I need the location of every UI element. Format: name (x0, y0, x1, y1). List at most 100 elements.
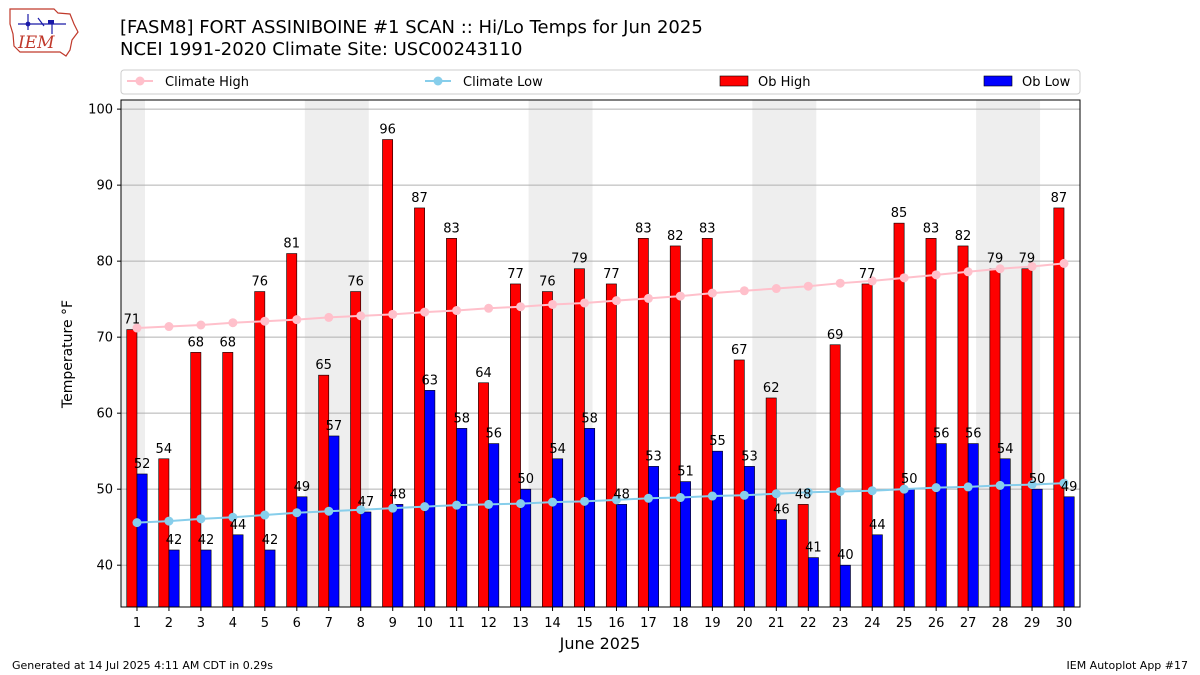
climate-high-point (452, 306, 462, 316)
ob-high-label: 79 (987, 252, 1004, 267)
ob-low-bar (871, 534, 883, 608)
ob-high-bar (733, 359, 745, 608)
plot-frame (120, 99, 1081, 608)
climate-high-point (739, 286, 749, 296)
x-tick-label: 17 (640, 616, 657, 631)
ob-low-label: 57 (326, 419, 343, 434)
ob-high-label: 68 (188, 335, 205, 350)
y-tick-label: 100 (88, 103, 113, 118)
climate-low-point (484, 499, 494, 509)
ob-low-label: 53 (645, 449, 662, 464)
ob-low-label: 56 (965, 427, 982, 442)
ob-high-label: 69 (827, 328, 844, 343)
climate-high-line (136, 262, 1065, 330)
x-tick-label: 15 (576, 616, 593, 631)
climate-high-point (995, 264, 1005, 274)
ob-high-bar (1053, 207, 1065, 608)
ob-low-label: 50 (901, 472, 918, 487)
y-tick-label: 60 (96, 407, 113, 422)
x-tick-label: 10 (416, 616, 433, 631)
climate-high-point (963, 267, 973, 277)
climate-high-point (356, 311, 366, 321)
climate-low-point (420, 502, 430, 512)
ob-low-bar (903, 488, 915, 608)
climate-low-point (611, 495, 621, 505)
ob-high-bar (605, 283, 617, 608)
ob-high-label: 77 (507, 267, 524, 282)
ob-high-bar (829, 344, 841, 608)
climate-low-point (516, 499, 526, 509)
ob-high-label: 65 (315, 358, 332, 373)
ob-low-label: 58 (453, 411, 470, 426)
climate-low-point (1059, 478, 1069, 488)
ob-low-bar (232, 534, 244, 608)
ob-low-bar (136, 473, 148, 608)
ob-low-bar (839, 564, 851, 608)
ob-low-legend-label: Ob Low (1022, 75, 1071, 90)
ob-low-label: 52 (134, 457, 151, 472)
x-tick-label: 29 (1024, 616, 1041, 631)
climate-high-point (899, 273, 909, 283)
ob-low-label: 51 (677, 465, 694, 480)
logo-text: IEM (17, 33, 55, 53)
iem-logo: IEM (9, 8, 79, 57)
climate-high-point (771, 284, 781, 294)
climate-low-point (867, 486, 877, 496)
ob-high-bar (350, 291, 362, 608)
climate-low-point (803, 487, 813, 497)
ob-high-bar (861, 283, 873, 608)
ob-low-label: 44 (869, 518, 886, 533)
x-tick-label: 16 (608, 616, 625, 631)
ob-low-bar (200, 549, 212, 608)
ob-high-label: 79 (1019, 252, 1036, 267)
x-tick-label: 21 (768, 616, 785, 631)
ob-high-label: 96 (379, 123, 396, 138)
climate-high-point (228, 318, 238, 328)
x-tick-label: 3 (197, 616, 205, 631)
ob-high-label: 48 (795, 487, 812, 502)
climate-low-point (675, 493, 685, 503)
climate-high-point (1027, 261, 1037, 271)
ob-low-legend-swatch (983, 75, 1013, 87)
ob-low-bar (999, 458, 1011, 608)
ob-low-label: 63 (422, 373, 439, 388)
climate-high-point (803, 281, 813, 291)
x-tick-label: 6 (293, 616, 301, 631)
ob-high-label: 77 (859, 267, 876, 282)
x-tick-label: 1 (133, 616, 141, 631)
climate-low-point (164, 516, 174, 526)
ob-high-label: 83 (635, 221, 652, 236)
ob-high-label: 76 (251, 275, 268, 290)
climate-low-point (707, 491, 717, 501)
x-tick-label: 25 (896, 616, 913, 631)
chart-subtitle: NCEI 1991-2020 Climate Site: USC00243110 (120, 39, 523, 60)
ob-low-bar (488, 443, 500, 608)
ob-low-bar (1031, 488, 1043, 608)
x-tick-label: 30 (1056, 616, 1073, 631)
ob-low-label: 54 (549, 442, 566, 457)
x-tick-label: 12 (480, 616, 497, 631)
ob-high-label: 87 (1051, 191, 1068, 206)
x-tick-label: 19 (704, 616, 721, 631)
climate-low-point (196, 514, 206, 524)
climate-high-point (388, 309, 398, 319)
ob-high-bar (989, 268, 1001, 608)
ob-high-label: 77 (603, 267, 620, 282)
climate-high-point (548, 299, 558, 309)
ob-high-bar (254, 291, 266, 608)
data-labels: 71 54 68 68 76 81 65 76 96 87 83 64 77 76 79 77 83 82 83 67… (124, 123, 1078, 564)
ob-low-label: 48 (613, 487, 630, 502)
ob-high-label: 87 (411, 191, 428, 206)
ob-high-bar (478, 382, 489, 608)
y-tick-label: 40 (96, 559, 113, 574)
generated-timestamp: Generated at 14 Jul 2025 4:11 AM CDT in … (12, 659, 273, 672)
ob-low-bar (776, 519, 787, 608)
climate-high-point (132, 323, 142, 333)
ob-low-label: 49 (294, 480, 311, 495)
climate-low-point (228, 512, 238, 522)
x-tick-label: 2 (165, 616, 173, 631)
x-tick-label: 4 (229, 616, 237, 631)
climate-high-point (484, 303, 494, 313)
climate-high-point (611, 296, 621, 306)
